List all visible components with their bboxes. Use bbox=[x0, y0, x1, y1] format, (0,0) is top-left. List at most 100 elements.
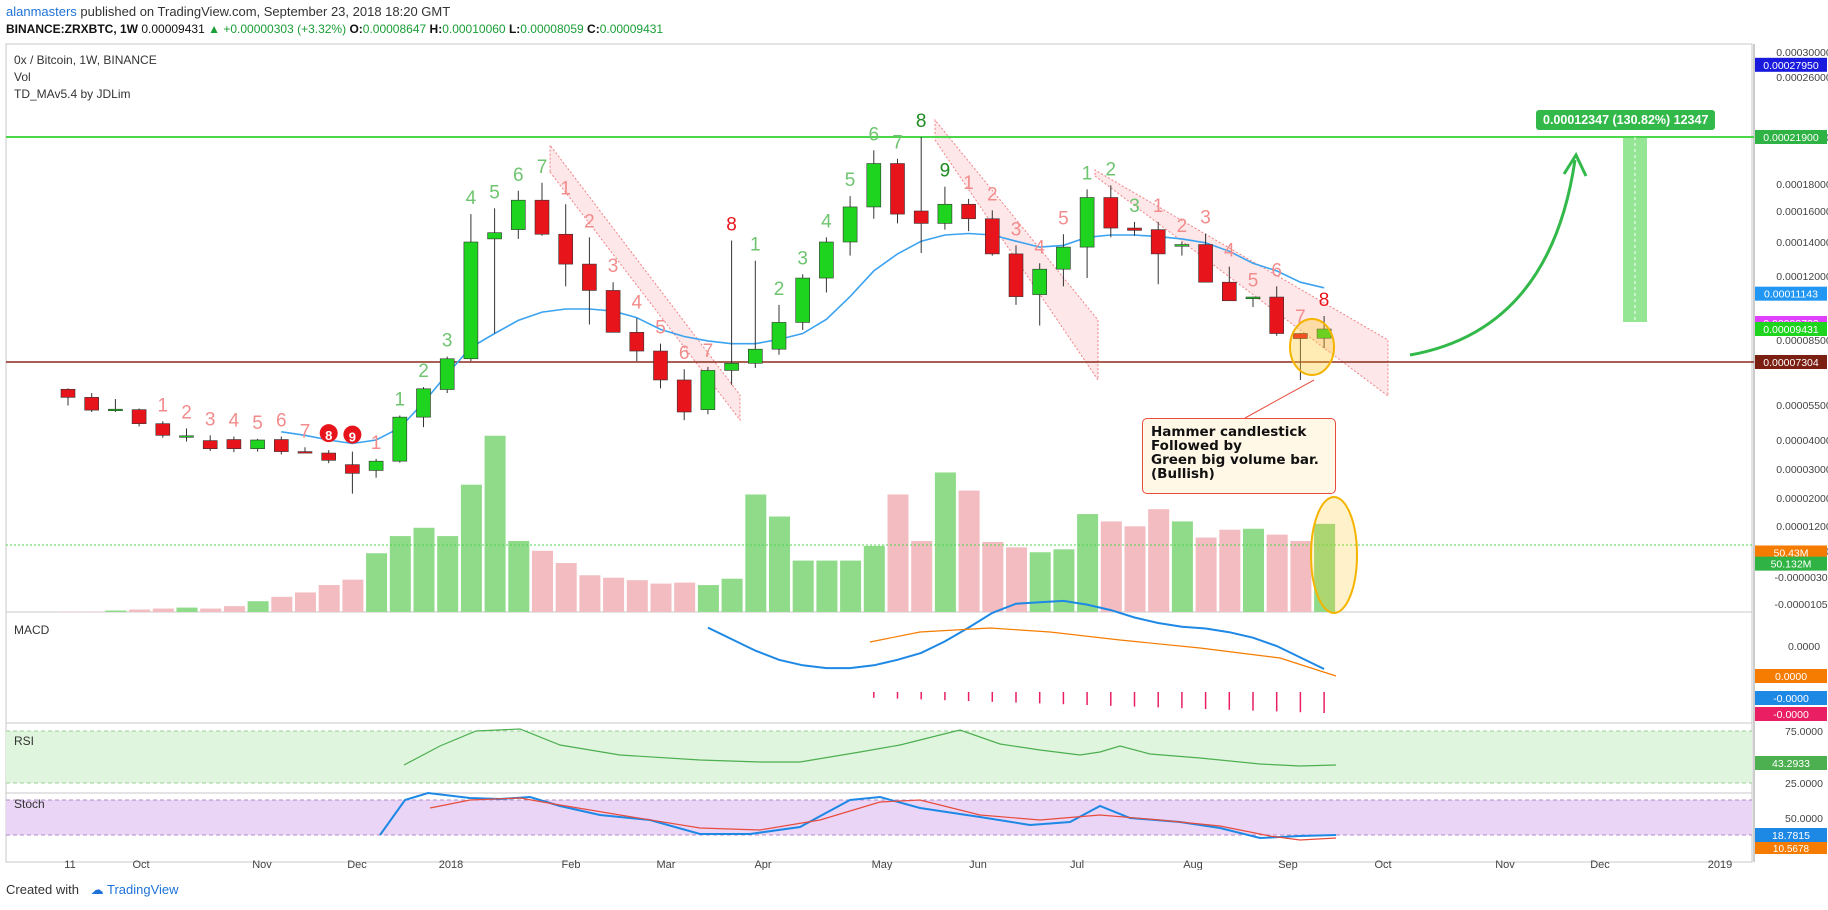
macd-label-box bbox=[1755, 669, 1827, 683]
last-price: 0.00009431 bbox=[141, 22, 205, 36]
candle bbox=[487, 208, 502, 334]
candle-body bbox=[1079, 197, 1095, 248]
candle-body bbox=[60, 388, 76, 398]
downtrend-channel bbox=[549, 143, 741, 422]
td-count-label: 6 bbox=[276, 411, 287, 432]
candle-body bbox=[179, 435, 194, 438]
candle-body bbox=[321, 452, 337, 461]
candle bbox=[1269, 286, 1284, 336]
candle-body bbox=[558, 233, 574, 265]
change-value: +0.00000303 (+3.32%) bbox=[223, 22, 347, 36]
h-label: H: bbox=[429, 22, 443, 36]
price-tick-label: -0.00001050 bbox=[1775, 599, 1828, 611]
macd-pane-title: MACD bbox=[14, 623, 50, 637]
macd-label-text: -0.0000 bbox=[1773, 693, 1809, 705]
rsi-tick-label: 25.0000 bbox=[1785, 778, 1823, 790]
candle bbox=[250, 438, 265, 452]
candle-body bbox=[771, 322, 787, 350]
price-label-text: 0.00027950 bbox=[1763, 60, 1819, 72]
td-count-label: 3 bbox=[1129, 196, 1140, 217]
price-label-box bbox=[1755, 355, 1827, 369]
candle bbox=[392, 415, 408, 463]
price-tick-label: 0.00026000 bbox=[1776, 72, 1828, 84]
td-count-label: 7 bbox=[892, 133, 903, 154]
volume-bar bbox=[152, 608, 174, 612]
candle bbox=[913, 137, 929, 254]
td-count-label: 9 bbox=[940, 161, 951, 182]
date-tick-label: Jul bbox=[1070, 859, 1084, 870]
volume-bar bbox=[200, 608, 222, 612]
candle bbox=[1245, 296, 1261, 307]
td-count-label: 4 bbox=[229, 411, 240, 432]
price-tick-label: 0.00016000 bbox=[1776, 206, 1828, 218]
td-count-label: 5 bbox=[1058, 208, 1069, 229]
date-tick-label: Aug bbox=[1183, 859, 1203, 870]
price-label-box bbox=[1755, 545, 1827, 560]
candle-body bbox=[890, 163, 905, 215]
candle-body bbox=[961, 203, 976, 220]
volume-legend: Vol bbox=[14, 70, 31, 84]
price-label-text: 0.00007304 bbox=[1763, 357, 1819, 369]
candle-body bbox=[984, 218, 1000, 255]
low-value: 0.00008059 bbox=[520, 22, 584, 36]
candle-body bbox=[416, 388, 431, 418]
price-tick-label: 0.00002000 bbox=[1776, 493, 1828, 505]
date-tick-label: 11 bbox=[64, 859, 75, 870]
candle bbox=[1174, 242, 1190, 256]
price-tick-label: 0.00018000 bbox=[1776, 179, 1828, 191]
rsi-pane-title: RSI bbox=[14, 734, 34, 748]
price-tick-label: 0.00012000 bbox=[1776, 271, 1828, 283]
o-label: O: bbox=[349, 22, 363, 36]
stoch-d-text: 10.5678 bbox=[1773, 844, 1810, 855]
candle bbox=[416, 387, 431, 428]
tradingview-logo[interactable]: ☁ TradingView bbox=[90, 882, 179, 897]
candle-body bbox=[605, 290, 621, 333]
volume-bar bbox=[579, 575, 601, 612]
up-triangle-icon: ▲ bbox=[208, 22, 220, 36]
date-tick-label: 2018 bbox=[439, 859, 463, 870]
date-tick-label: Apr bbox=[754, 859, 771, 870]
td-count-label: 1 bbox=[750, 235, 761, 256]
l-label: L: bbox=[508, 22, 521, 36]
volume-bar bbox=[460, 484, 482, 612]
candle-body bbox=[487, 232, 502, 240]
td-count-label: 5 bbox=[1248, 271, 1259, 292]
candle-body bbox=[866, 163, 882, 208]
author-link[interactable]: alanmasters bbox=[6, 4, 77, 19]
volume-bar bbox=[1266, 534, 1288, 612]
candle-body bbox=[368, 460, 384, 471]
volume-bar bbox=[484, 435, 506, 612]
candle-body bbox=[1150, 229, 1166, 255]
volume-bar bbox=[437, 536, 459, 612]
candle-body bbox=[1103, 197, 1119, 229]
td-count-label: 2 bbox=[584, 211, 595, 232]
candle-body bbox=[1245, 296, 1261, 299]
price-tick-label: 0.00005500 bbox=[1776, 400, 1828, 412]
price-label-text: 0.00011143 bbox=[1764, 289, 1818, 301]
volume-bar bbox=[816, 560, 838, 612]
candle-body bbox=[392, 416, 408, 462]
candle-body bbox=[676, 379, 692, 413]
td-count-label: 1 bbox=[1082, 163, 1093, 184]
td-count-label: 3 bbox=[205, 409, 216, 430]
price-label-text: 0.00009431 bbox=[1763, 324, 1819, 336]
candle bbox=[226, 436, 242, 453]
macd-signal-line bbox=[869, 627, 1337, 677]
rsi-tick-label: 75.0000 bbox=[1785, 726, 1823, 738]
candle-body bbox=[937, 203, 953, 224]
candle bbox=[1127, 221, 1142, 236]
volume-bar bbox=[295, 592, 316, 612]
td-count-label: 5 bbox=[252, 413, 263, 434]
price-tick-label: 0.00001200 bbox=[1776, 521, 1828, 533]
candle bbox=[629, 318, 645, 362]
volume-bar bbox=[911, 541, 933, 612]
bullish-arrow-head bbox=[1562, 151, 1588, 177]
volume-bar bbox=[1314, 523, 1336, 612]
price-tick-label: -0.00000300 bbox=[1775, 572, 1828, 584]
stoch-band bbox=[6, 800, 1752, 835]
price-label-box bbox=[1755, 322, 1827, 336]
candle bbox=[1198, 233, 1213, 283]
date-tick-label: Feb bbox=[562, 859, 581, 870]
volume-bar bbox=[840, 560, 862, 612]
